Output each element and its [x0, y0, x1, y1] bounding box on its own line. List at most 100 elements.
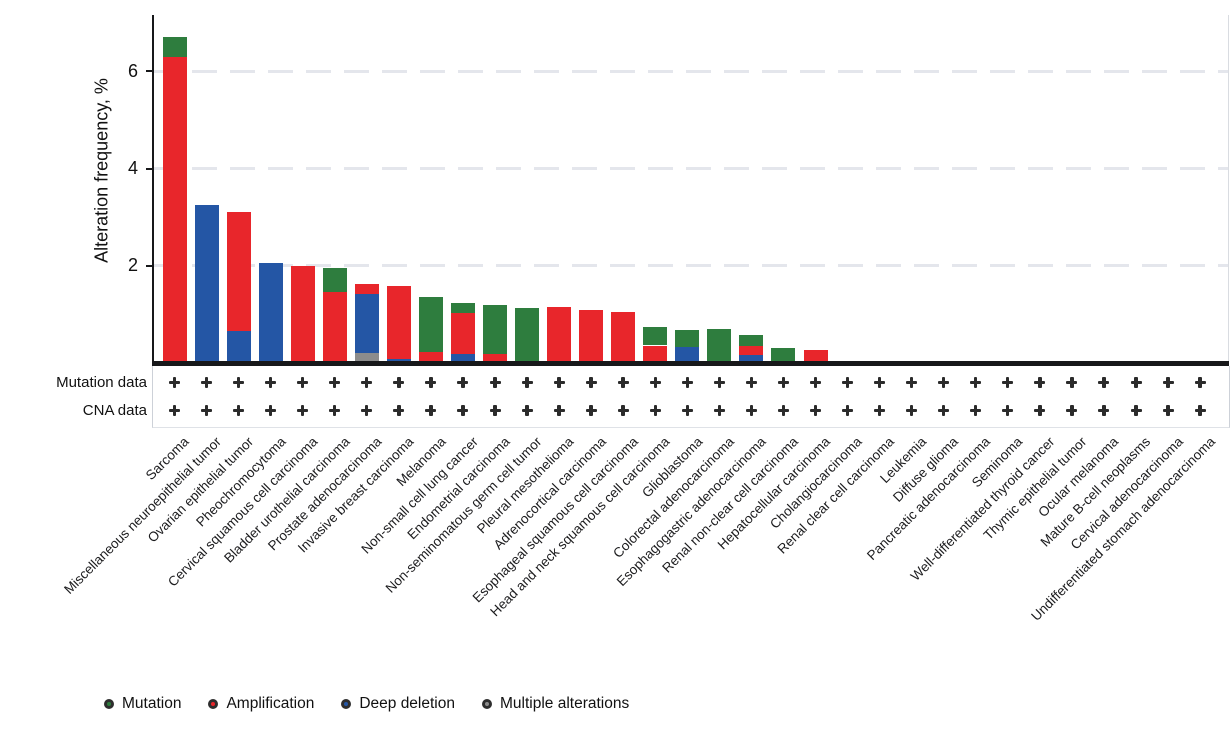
y-tick-label: 2 [127, 255, 138, 276]
plus-icon [457, 377, 469, 388]
plus-icon [810, 377, 821, 388]
bar-segment-amplification[interactable] [162, 56, 187, 363]
plus-icon [489, 377, 501, 388]
legend-item-mutation: Mutation [104, 695, 181, 713]
plus-icon [585, 377, 597, 388]
plus-icon [842, 377, 854, 388]
plus-icon [681, 405, 693, 416]
bar-segment-deep-deletion[interactable] [739, 355, 764, 363]
plus-icon [745, 377, 757, 388]
bar-segment-amplification[interactable] [450, 313, 475, 354]
plus-icon [521, 405, 533, 416]
bar-segment-deep-deletion[interactable] [258, 263, 283, 363]
plus-icon [201, 405, 213, 416]
y-axis-line [152, 15, 154, 366]
bar-segment-multiple-alterations[interactable] [354, 353, 379, 363]
bar-segment-mutation[interactable] [739, 335, 764, 346]
bar-segment-mutation[interactable] [322, 267, 347, 293]
bar-segment-amplification[interactable] [226, 212, 251, 332]
plus-icon [681, 377, 693, 388]
bar-segment-amplification[interactable] [643, 345, 668, 363]
plus-icon [553, 405, 565, 416]
bar-segment-amplification[interactable] [739, 345, 764, 356]
plus-icon [713, 405, 725, 416]
bar-segment-amplification[interactable] [483, 353, 507, 363]
plus-icon [938, 377, 950, 388]
plus-icon [777, 405, 789, 416]
bar-segment-mutation[interactable] [707, 329, 732, 363]
bar-segment-amplification[interactable] [386, 286, 411, 360]
bar-segment-deep-deletion[interactable] [226, 331, 251, 363]
plus-icon [1098, 377, 1110, 388]
plus-icon [938, 405, 950, 416]
bar-segment-mutation[interactable] [515, 308, 540, 363]
plus-icon [329, 405, 341, 416]
plus-icon [1034, 405, 1046, 416]
plus-icon [393, 377, 405, 388]
plus-icon [1098, 405, 1110, 416]
amplification-legend-dot-icon [208, 699, 219, 709]
plus-icon [970, 405, 982, 416]
plus-icon [1130, 405, 1142, 416]
x-axis-line [152, 361, 1229, 366]
bar-segment-amplification[interactable] [418, 351, 443, 363]
legend-label: Deep deletion [359, 695, 455, 712]
plus-icon [553, 377, 565, 388]
plus-icon [169, 377, 180, 388]
bar-segment-mutation[interactable] [675, 330, 700, 348]
bar-segment-mutation[interactable] [483, 304, 507, 354]
bar-segment-mutation[interactable] [162, 37, 187, 57]
legend-label: Mutation [122, 695, 182, 712]
bar-segment-mutation[interactable] [771, 348, 796, 363]
plus-icon [1194, 405, 1206, 416]
bar-segment-mutation[interactable] [450, 302, 475, 314]
plus-icon [1130, 377, 1142, 388]
plus-icon [265, 377, 277, 388]
plus-icon [970, 377, 982, 388]
bar-segment-amplification[interactable] [803, 350, 828, 363]
bar-segment-amplification[interactable] [547, 307, 572, 363]
plus-icon [297, 377, 309, 388]
bar-segment-deep-deletion[interactable] [450, 353, 475, 363]
bar-segment-mutation[interactable] [418, 296, 443, 352]
plus-icon [1002, 405, 1014, 416]
multiple-alterations-legend-dot-icon [482, 699, 492, 709]
legend-item-amplification: Amplification [208, 695, 314, 713]
plus-icon [233, 377, 245, 388]
plus-icon [233, 405, 245, 416]
plus-icon [297, 405, 309, 416]
bar-segment-amplification[interactable] [290, 265, 315, 363]
legend-label: Amplification [226, 695, 315, 712]
bar-segment-amplification[interactable] [322, 292, 347, 363]
plus-icon [713, 377, 725, 388]
plus-icon [361, 405, 373, 416]
plus-icon [1162, 405, 1174, 416]
bar-segment-deep-deletion[interactable] [194, 205, 219, 363]
bar-segment-mutation[interactable] [643, 327, 668, 346]
chart-legend: Mutation Amplification Deep deletion Mul… [104, 695, 629, 713]
plus-icon [1194, 377, 1206, 388]
bar-segment-deep-deletion[interactable] [675, 347, 700, 363]
plus-icon [1162, 377, 1174, 388]
plus-icon [393, 405, 405, 416]
bar-segment-amplification[interactable] [611, 311, 636, 363]
y-gridline [153, 167, 1228, 171]
deep-deletion-legend-dot-icon [341, 699, 352, 709]
y-gridline [153, 264, 1228, 268]
plus-icon [649, 405, 661, 416]
y-tick-mark [145, 167, 154, 170]
plus-icon [361, 377, 373, 388]
plus-icon [1034, 377, 1046, 388]
plus-icon [585, 405, 597, 416]
plus-icon [906, 405, 918, 416]
track-box [152, 366, 1230, 428]
plus-icon [874, 405, 886, 416]
y-tick-label: 6 [127, 60, 138, 81]
bar-segment-amplification[interactable] [579, 309, 604, 363]
bar-segment-amplification[interactable] [354, 284, 379, 294]
track-label: Mutation data [56, 374, 147, 391]
plus-icon [1002, 377, 1014, 388]
bar-segment-deep-deletion[interactable] [354, 293, 379, 354]
y-tick-label: 4 [127, 158, 138, 179]
